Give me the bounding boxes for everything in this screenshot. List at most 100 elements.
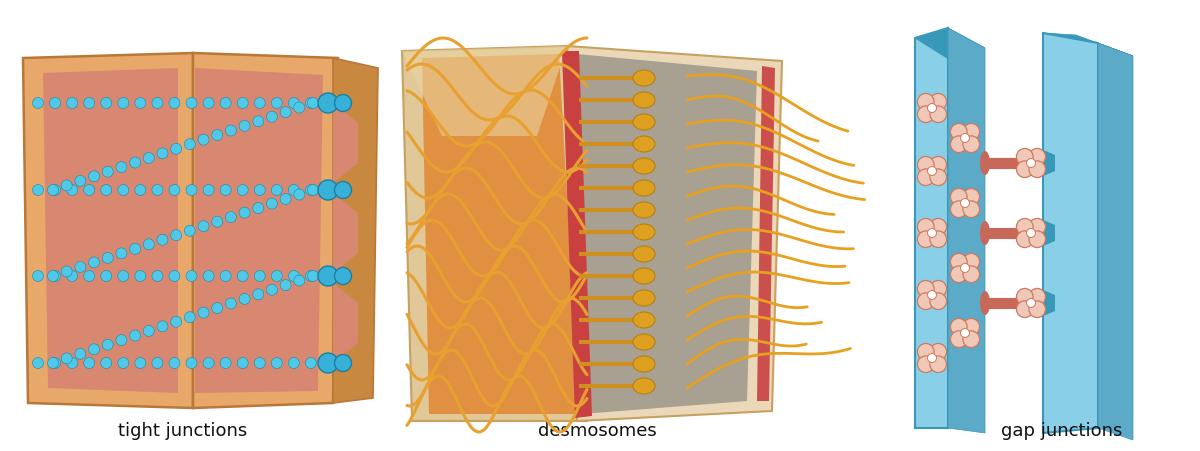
Circle shape bbox=[118, 185, 128, 196]
Circle shape bbox=[74, 349, 86, 359]
Circle shape bbox=[101, 271, 112, 282]
Circle shape bbox=[89, 171, 100, 182]
Circle shape bbox=[186, 98, 197, 109]
Circle shape bbox=[74, 176, 86, 187]
Circle shape bbox=[48, 358, 59, 368]
Circle shape bbox=[116, 335, 127, 346]
Circle shape bbox=[928, 229, 936, 238]
Circle shape bbox=[211, 303, 223, 314]
Circle shape bbox=[323, 98, 334, 109]
Circle shape bbox=[918, 107, 934, 123]
Circle shape bbox=[930, 94, 947, 111]
Ellipse shape bbox=[634, 93, 655, 109]
Circle shape bbox=[61, 353, 72, 364]
Circle shape bbox=[238, 358, 248, 368]
Circle shape bbox=[169, 98, 180, 109]
Circle shape bbox=[962, 331, 979, 348]
Circle shape bbox=[238, 98, 248, 109]
Polygon shape bbox=[1043, 34, 1098, 433]
Polygon shape bbox=[402, 47, 568, 137]
Circle shape bbox=[239, 294, 250, 305]
Ellipse shape bbox=[634, 137, 655, 152]
Circle shape bbox=[960, 134, 970, 143]
Circle shape bbox=[288, 185, 299, 196]
Circle shape bbox=[950, 124, 967, 141]
Circle shape bbox=[32, 98, 43, 109]
Ellipse shape bbox=[634, 159, 655, 175]
Ellipse shape bbox=[634, 246, 655, 262]
Ellipse shape bbox=[634, 378, 655, 394]
Circle shape bbox=[1016, 301, 1033, 318]
Circle shape bbox=[288, 271, 299, 282]
Circle shape bbox=[928, 291, 936, 300]
Ellipse shape bbox=[634, 180, 655, 197]
Circle shape bbox=[950, 331, 967, 348]
Circle shape bbox=[1028, 219, 1045, 235]
Circle shape bbox=[211, 216, 223, 228]
Polygon shape bbox=[1043, 34, 1133, 57]
Circle shape bbox=[102, 253, 113, 264]
Ellipse shape bbox=[634, 290, 655, 306]
Circle shape bbox=[116, 162, 127, 173]
Circle shape bbox=[930, 281, 947, 298]
Circle shape bbox=[962, 254, 979, 271]
Circle shape bbox=[226, 298, 236, 309]
Circle shape bbox=[960, 264, 970, 273]
Polygon shape bbox=[562, 52, 592, 418]
Circle shape bbox=[1026, 229, 1036, 238]
Circle shape bbox=[950, 202, 967, 218]
Circle shape bbox=[271, 271, 282, 282]
Circle shape bbox=[1028, 149, 1045, 166]
Circle shape bbox=[203, 358, 214, 368]
Circle shape bbox=[118, 98, 128, 109]
Circle shape bbox=[950, 189, 967, 206]
Circle shape bbox=[288, 358, 299, 368]
Polygon shape bbox=[422, 55, 580, 414]
Circle shape bbox=[134, 271, 146, 282]
Circle shape bbox=[271, 358, 282, 368]
Circle shape bbox=[152, 98, 163, 109]
Circle shape bbox=[49, 185, 60, 196]
Polygon shape bbox=[916, 29, 985, 61]
Circle shape bbox=[186, 185, 197, 196]
Circle shape bbox=[318, 267, 338, 286]
Circle shape bbox=[220, 358, 232, 368]
Circle shape bbox=[930, 293, 947, 310]
Polygon shape bbox=[1042, 150, 1055, 178]
Circle shape bbox=[169, 185, 180, 196]
Polygon shape bbox=[577, 55, 757, 414]
Polygon shape bbox=[196, 69, 323, 393]
Circle shape bbox=[84, 185, 95, 196]
Circle shape bbox=[318, 94, 338, 114]
Circle shape bbox=[960, 199, 970, 208]
Circle shape bbox=[950, 319, 967, 336]
Circle shape bbox=[203, 98, 214, 109]
Ellipse shape bbox=[1038, 152, 1048, 175]
Ellipse shape bbox=[634, 312, 655, 328]
Ellipse shape bbox=[1038, 221, 1048, 245]
Circle shape bbox=[239, 121, 250, 132]
Circle shape bbox=[186, 271, 197, 282]
Circle shape bbox=[84, 271, 95, 282]
Circle shape bbox=[101, 358, 112, 368]
Circle shape bbox=[238, 185, 248, 196]
Circle shape bbox=[198, 221, 209, 232]
Circle shape bbox=[318, 353, 338, 373]
Circle shape bbox=[152, 271, 163, 282]
Circle shape bbox=[930, 231, 947, 248]
Circle shape bbox=[1028, 289, 1045, 305]
Circle shape bbox=[271, 98, 282, 109]
Circle shape bbox=[918, 219, 934, 235]
Circle shape bbox=[294, 103, 305, 114]
Circle shape bbox=[928, 167, 936, 176]
Circle shape bbox=[254, 98, 265, 109]
Circle shape bbox=[130, 244, 140, 255]
Circle shape bbox=[306, 98, 317, 109]
Circle shape bbox=[323, 358, 334, 368]
Circle shape bbox=[169, 358, 180, 368]
Circle shape bbox=[271, 185, 282, 196]
Circle shape bbox=[157, 235, 168, 246]
Circle shape bbox=[294, 276, 305, 286]
Circle shape bbox=[1016, 149, 1033, 166]
Ellipse shape bbox=[634, 202, 655, 219]
